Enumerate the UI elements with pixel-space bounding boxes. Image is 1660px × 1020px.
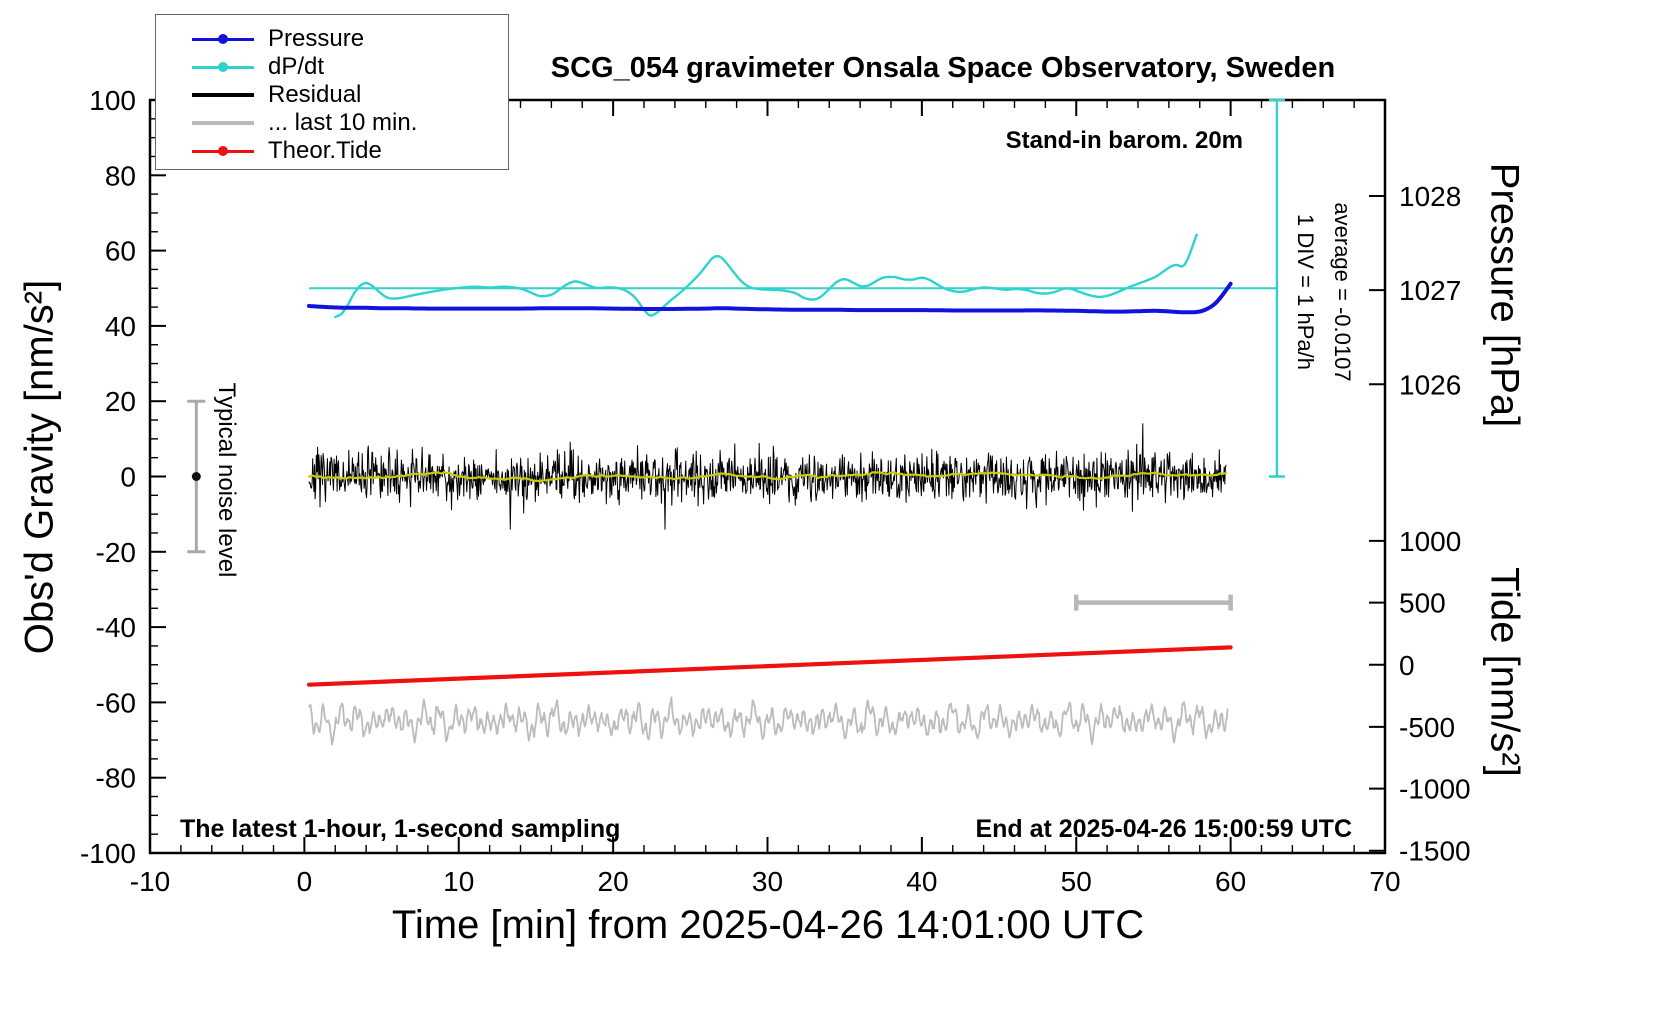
svg-text:100: 100 (89, 85, 136, 116)
typical-noise-errorbar (187, 399, 206, 554)
pressure-line-icon (192, 33, 254, 45)
svg-text:40: 40 (105, 311, 136, 342)
div-scale-indicator (1268, 98, 1285, 478)
typical-noise-label: Typical noise level (213, 382, 240, 578)
end-time-annotation: End at 2025-04-26 15:00:59 UTC (975, 815, 1352, 843)
svg-text:60: 60 (1215, 866, 1246, 897)
legend-item-residual: Residual (156, 81, 508, 109)
svg-text:0: 0 (120, 462, 136, 493)
svg-text:-20: -20 (96, 537, 136, 568)
legend-label: dP/dt (268, 53, 325, 80)
svg-text:-1000: -1000 (1399, 774, 1471, 805)
svg-text:-40: -40 (96, 612, 136, 643)
series-dp-dt (334, 233, 1198, 319)
svg-text:20: 20 (598, 866, 629, 897)
svg-text:60: 60 (105, 236, 136, 267)
ten-minute-scale-bar (1074, 594, 1233, 611)
svg-text:20: 20 (105, 386, 136, 417)
svg-text:10: 10 (443, 866, 474, 897)
legend-item-dpdt: dP/dt (156, 53, 508, 81)
legend: Pressure dP/dt Residual ... last 10 min.… (155, 14, 509, 170)
series-residual-smoothed (307, 471, 1228, 483)
svg-text:1027: 1027 (1399, 275, 1461, 306)
svg-text:40: 40 (906, 866, 937, 897)
svg-text:1028: 1028 (1399, 181, 1461, 212)
svg-text:-500: -500 (1399, 712, 1455, 743)
x-axis-label: Time [min] from 2025-04-26 14:01:00 UTC (391, 903, 1145, 947)
svg-text:0: 0 (1399, 650, 1415, 681)
sampling-annotation: The latest 1-hour, 1-second sampling (180, 815, 621, 843)
series-pressure (307, 281, 1233, 315)
svg-text:-10: -10 (130, 866, 170, 897)
y-axis-label-tide: Tide [nm/s²] (1482, 567, 1527, 777)
dpdt-line-icon (192, 61, 254, 73)
svg-text:-80: -80 (96, 763, 136, 794)
legend-label: Theor.Tide (268, 137, 382, 164)
axis-ticks: -10 0 10 20 30 40 50 60 70-100-80-60-40-20020406… (80, 85, 1471, 897)
svg-text:80: 80 (105, 160, 136, 191)
svg-text:70: 70 (1369, 866, 1400, 897)
svg-text:30: 30 (752, 866, 783, 897)
svg-text:1026: 1026 (1399, 369, 1461, 400)
average-label: average = -0.0107 (1330, 202, 1355, 382)
legend-item-last10min: ... last 10 min. (156, 109, 508, 137)
svg-text:-100: -100 (80, 838, 136, 869)
chart-title: SCG_054 gravimeter Onsala Space Observat… (550, 52, 1336, 84)
svg-text:0: 0 (297, 866, 313, 897)
svg-text:500: 500 (1399, 588, 1446, 619)
svg-text:1000: 1000 (1399, 526, 1461, 557)
svg-text:-1500: -1500 (1399, 836, 1471, 867)
series-last-10-min (308, 696, 1229, 746)
svg-text:50: 50 (1061, 866, 1092, 897)
svg-text:-60: -60 (96, 687, 136, 718)
series-theor-tide (306, 645, 1233, 687)
last10min-line-icon (192, 117, 254, 129)
legend-item-pressure: Pressure (156, 25, 508, 53)
legend-label: ... last 10 min. (268, 109, 418, 136)
legend-item-theortide: Theor.Tide (156, 137, 508, 165)
y-axis-label-gravity: Obs'd Gravity [nm/s²] (17, 279, 62, 655)
div-scale-label: 1 DIV = 1 hPa/h (1293, 214, 1318, 370)
y-axis-label-pressure: Pressure [hPa] (1482, 162, 1527, 428)
series-residual (308, 423, 1227, 530)
legend-label: Pressure (268, 25, 365, 52)
barometer-annotation: Stand-in barom. 20m (1005, 127, 1243, 154)
residual-line-icon (192, 89, 254, 101)
legend-label: Residual (268, 81, 362, 108)
theortide-line-icon (192, 145, 254, 157)
